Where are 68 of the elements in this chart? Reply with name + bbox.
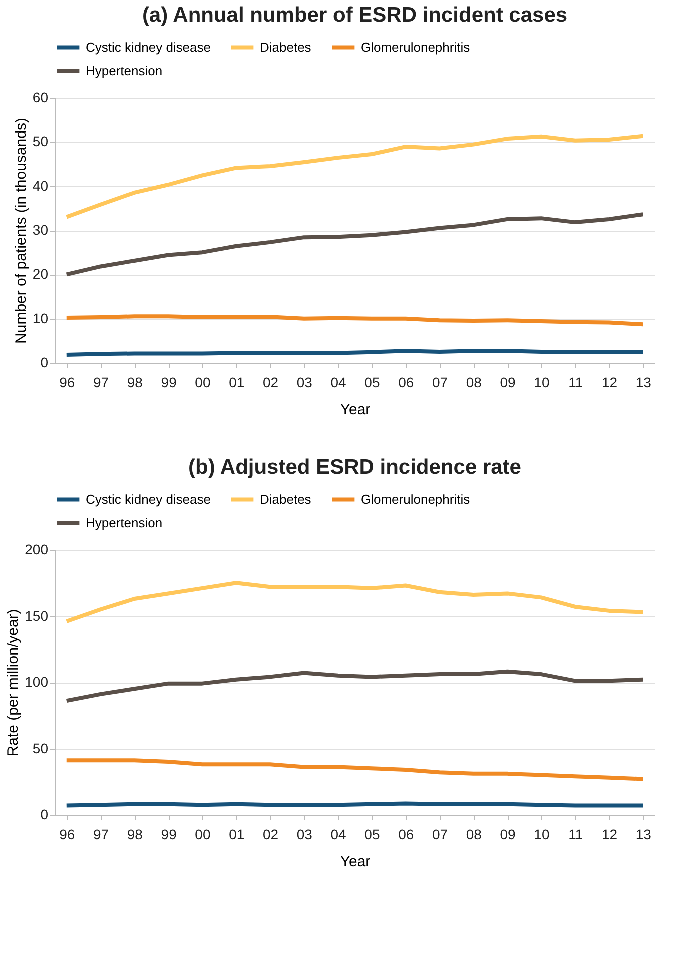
x-axis-title: Year [340,402,371,418]
legend-label: Diabetes [260,492,312,507]
x-tick-label: 06 [398,374,414,390]
x-tick-label: 02 [262,826,279,842]
x-tick-label: 00 [195,826,211,842]
line-series [64,581,646,624]
y-tick-label: 10 [32,310,49,326]
x-tick-label: 03 [296,826,313,842]
x-tick-label: 96 [60,374,76,390]
x-tick-label: 02 [262,374,279,390]
chart-title: (b) Adjusted ESRD incidence rate [188,456,522,479]
x-axis-title: Year [340,854,371,870]
x-tick-label: 04 [330,374,347,390]
x-tick-label: 08 [466,826,482,842]
x-tick-label: 11 [568,374,584,390]
line-series [64,314,646,327]
x-tick-label: 00 [195,374,211,390]
legend-label: Cystic kidney disease [86,492,211,507]
y-tick-label: 150 [25,608,49,624]
x-tick-label: 03 [296,374,313,390]
x-tick-label: 10 [534,826,550,842]
x-tick-label: 05 [364,374,380,390]
y-tick-label: 30 [32,222,49,238]
y-tick-label: 0 [40,354,49,370]
x-tick-label: 98 [127,826,144,842]
y-tick-label: 50 [32,740,49,756]
y-axis-title: Rate (per million/year) [5,609,22,757]
chart-title: (a) Annual number of ESRD incident cases [142,4,568,27]
line-series [64,670,646,704]
legend-label: Hypertension [86,64,163,78]
x-tick-label: 99 [161,826,178,842]
x-tick-label: 99 [161,374,178,390]
legend-label: Cystic kidney disease [86,40,211,55]
y-axis-title: Number of patients (in thousands) [12,118,30,344]
x-tick-label: 09 [500,826,516,842]
x-tick-label: 98 [127,374,144,390]
y-tick-label: 40 [32,178,49,194]
x-tick-label: 97 [93,826,110,842]
x-tick-label: 04 [330,826,347,842]
x-tick-label: 01 [229,826,245,842]
legend-label: Hypertension [86,516,163,530]
x-tick-label: 13 [636,374,652,390]
x-tick-label: 11 [568,826,584,842]
y-tick-label: 20 [32,266,49,282]
y-tick-label: 0 [40,806,49,822]
x-tick-label: 07 [432,374,448,390]
x-tick-label: 12 [602,826,618,842]
x-tick-label: 10 [534,374,550,390]
y-tick-label: 100 [25,674,49,690]
y-tick-label: 50 [32,134,49,150]
x-tick-label: 06 [398,826,414,842]
y-tick-label: 200 [25,542,49,558]
x-tick-label: 97 [93,374,110,390]
x-tick-label: 01 [229,374,245,390]
x-tick-label: 05 [364,826,380,842]
legend-label: Diabetes [260,40,312,55]
x-tick-label: 12 [602,374,618,390]
legend-label: Glomerulonephritis [361,40,471,55]
x-tick-label: 07 [432,826,448,842]
line-series [64,134,646,220]
legend-label: Glomerulonephritis [361,492,471,507]
x-tick-label: 09 [500,374,516,390]
x-tick-label: 96 [60,826,76,842]
x-tick-label: 13 [636,826,652,842]
y-tick-label: 60 [32,90,49,106]
x-tick-label: 08 [466,374,482,390]
line-series [64,758,646,782]
line-series [64,212,646,277]
